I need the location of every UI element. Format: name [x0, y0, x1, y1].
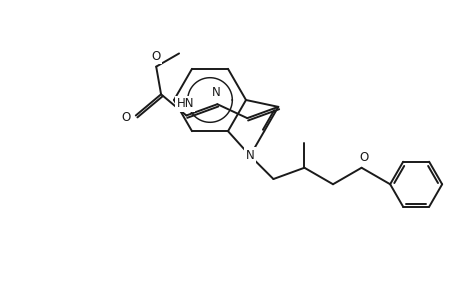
Text: N: N: [245, 149, 254, 162]
Text: HN: HN: [176, 98, 194, 110]
Text: O: O: [358, 151, 367, 164]
Text: O: O: [151, 50, 161, 63]
Text: O: O: [121, 111, 130, 124]
Text: N: N: [212, 86, 220, 99]
